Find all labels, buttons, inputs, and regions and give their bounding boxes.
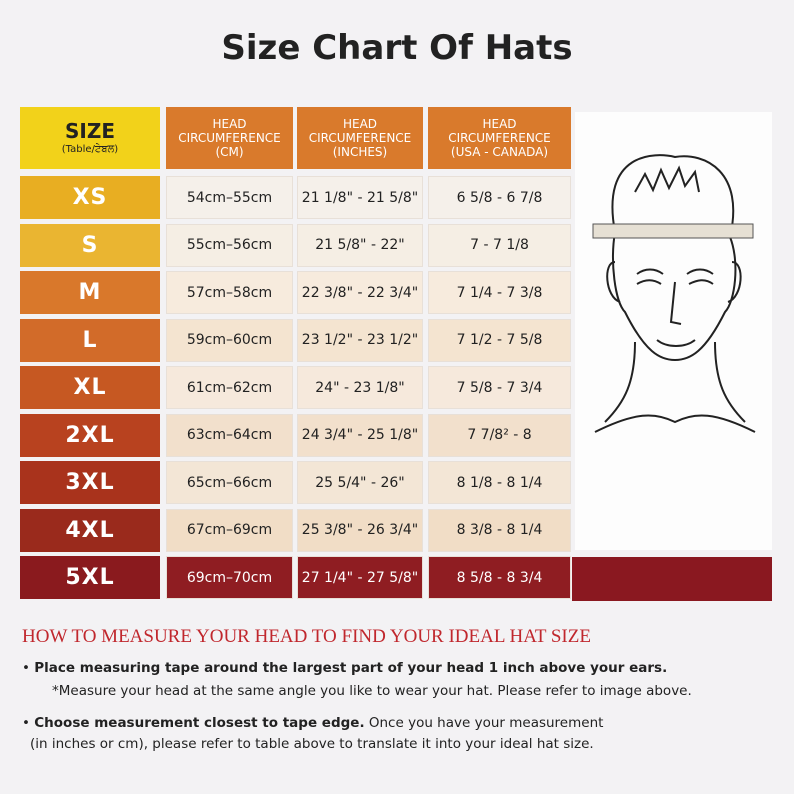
column-header-line: HEAD (212, 117, 247, 131)
measurement: 21 5/8" - 22" (297, 223, 423, 267)
measurement: 8 1/8 - 8 1/4 (428, 461, 571, 504)
title: Size Chart Of Hats (221, 28, 573, 68)
size-label: S (20, 223, 160, 267)
size-header-title: SIZE (64, 119, 115, 143)
measurement: 27 1/4" - 27 5/8" (297, 556, 423, 599)
measurement: 21 1/8" - 21 5/8" (297, 176, 423, 219)
size-label: XS (20, 176, 160, 219)
column-header-line: (USA - CANADA) (450, 145, 549, 159)
head-illustration (575, 112, 772, 550)
measurement: 55cm–56cm (166, 223, 293, 267)
step-text: Once you have your measurement (368, 715, 604, 731)
instructions-heading: HOW TO MEASURE YOUR HEAD TO FIND YOUR ID… (22, 626, 591, 647)
measurement: 63cm–64cm (166, 413, 293, 457)
size-label: L (20, 318, 160, 362)
size-label: 3XL (20, 461, 160, 504)
column-header-line: (INCHES) (332, 145, 388, 159)
measurement: 24 3/4" - 25 1/8" (297, 413, 423, 457)
measurement: 8 5/8 - 8 3/4 (428, 556, 571, 599)
column-header-line: CIRCUMFERENCE (448, 131, 551, 145)
step: • Place measuring tape around the larges… (22, 660, 668, 676)
size-header-subtitle: (Table/ਟੇਬਲ) (61, 144, 119, 155)
measurement: 7 - 7 1/8 (428, 223, 571, 267)
step-text: (in inches or cm), please refer to table… (30, 736, 594, 752)
measurement: 25 3/8" - 26 3/4" (297, 508, 423, 552)
measurement: 61cm–62cm (166, 366, 293, 409)
note: *Measure your head at the same angle you… (52, 683, 692, 699)
step: • Choose measurement closest to tape edg… (22, 715, 604, 731)
measurement: 57cm–58cm (166, 271, 293, 314)
column-header-line: CIRCUMFERENCE (178, 131, 281, 145)
measurement: 54cm–55cm (166, 176, 293, 219)
measurement: 67cm–69cm (166, 508, 293, 552)
column-header: HEAD CIRCUMFERENCE (USA - CANADA) (428, 107, 571, 169)
measurement: 25 5/4" - 26" (297, 461, 423, 504)
size-label: M (20, 271, 160, 314)
step-text: Place measuring tape around the largest … (34, 660, 668, 676)
column-header-line: CIRCUMFERENCE (308, 131, 412, 145)
measurement: 7 5/8 - 7 3/4 (428, 366, 571, 409)
size-label: XL (20, 366, 160, 409)
measurement: 22 3/8" - 22 3/4" (297, 271, 423, 314)
size-label: 5XL (20, 556, 160, 599)
measurement: 59cm–60cm (166, 318, 293, 362)
size-label: 4XL (20, 508, 160, 552)
measurement: 69cm–70cm (166, 556, 293, 599)
column-header: HEAD CIRCUMFERENCE (CM) (166, 107, 293, 169)
column-header-line: (CM) (215, 145, 244, 159)
measurement: 7 1/2 - 7 5/8 (428, 318, 571, 362)
column-header-line: HEAD (482, 117, 517, 131)
band (572, 557, 772, 601)
measurement: 7 7/8² - 8 (428, 413, 571, 457)
column-header: HEAD CIRCUMFERENCE (INCHES) (297, 107, 423, 169)
measurement: 6 5/8 - 6 7/8 (428, 176, 571, 219)
size-header: SIZE (Table/ਟੇਬਲ) (20, 107, 160, 169)
size-label: 2XL (20, 413, 160, 457)
column-header-line: HEAD (342, 117, 378, 131)
measurement: 24" - 23 1/8" (297, 366, 423, 409)
measurement: 65cm–66cm (166, 461, 293, 504)
measurement: 7 1/4 - 7 3/8 (428, 271, 571, 314)
measurement: 23 1/2" - 23 1/2" (297, 318, 423, 362)
measurement: 8 3/8 - 8 1/4 (428, 508, 571, 552)
step-text: Choose measurement closest to tape edge. (34, 715, 365, 731)
